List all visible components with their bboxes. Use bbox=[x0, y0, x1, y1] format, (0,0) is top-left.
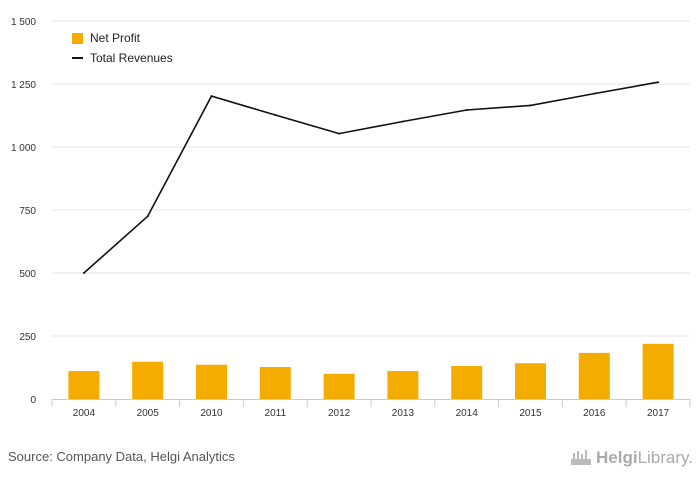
net-profit-bar[interactable] bbox=[132, 361, 164, 399]
total-revenues-point[interactable] bbox=[401, 120, 404, 123]
y-axis-tick-labels: 0 250 500 750 1 000 1 250 1 500 bbox=[11, 17, 36, 406]
x-axis: 2004 2005 2010 2011 2012 2013 2014 2015 2016 2017 bbox=[51, 399, 691, 419]
x-tick-label: 2012 bbox=[328, 408, 351, 419]
total-revenues-line-group bbox=[82, 81, 660, 274]
y-tick-label: 1 250 bbox=[11, 80, 36, 91]
legend-swatch-total-revenues bbox=[72, 57, 83, 59]
net-profit-bar[interactable] bbox=[642, 343, 674, 399]
total-revenues-line[interactable] bbox=[83, 81, 659, 274]
x-tick-label: 2011 bbox=[265, 408, 287, 419]
x-tick-label: 2015 bbox=[519, 408, 542, 419]
net-profit-bar[interactable] bbox=[259, 366, 291, 399]
source-note: Source: Company Data, Helgi Analytics bbox=[8, 449, 235, 464]
legend: Net Profit Total Revenues bbox=[72, 28, 173, 68]
total-revenues-point[interactable] bbox=[146, 215, 149, 218]
x-tick-label: 2004 bbox=[73, 408, 96, 419]
brand-logo[interactable]: HelgiLibrary. bbox=[570, 448, 693, 468]
net-profit-bar[interactable] bbox=[323, 373, 355, 399]
x-tick-label: 2013 bbox=[392, 408, 415, 419]
library-icon bbox=[571, 450, 591, 465]
grid-lines bbox=[52, 20, 690, 337]
total-revenues-point[interactable] bbox=[82, 272, 85, 274]
legend-item-total-revenues[interactable]: Total Revenues bbox=[72, 48, 173, 68]
x-tick-label: 2010 bbox=[200, 408, 223, 419]
x-tick-label: 2017 bbox=[647, 408, 670, 419]
y-tick-label: 0 bbox=[30, 395, 36, 406]
net-profit-bar[interactable] bbox=[451, 365, 483, 399]
legend-swatch-net-profit bbox=[72, 32, 83, 44]
y-tick-label: 500 bbox=[19, 269, 36, 280]
legend-item-net-profit[interactable]: Net Profit bbox=[72, 28, 173, 48]
y-tick-label: 1 000 bbox=[11, 143, 36, 154]
total-revenues-point[interactable] bbox=[529, 104, 532, 107]
total-revenues-point[interactable] bbox=[593, 92, 596, 95]
total-revenues-point[interactable] bbox=[210, 95, 213, 98]
x-tick-label: 2014 bbox=[456, 408, 479, 419]
net-profit-bar[interactable] bbox=[387, 371, 419, 399]
x-tick-label: 2005 bbox=[137, 408, 160, 419]
net-profit-bar[interactable] bbox=[68, 371, 100, 399]
legend-label-total-revenues: Total Revenues bbox=[90, 51, 173, 65]
x-tick-label: 2016 bbox=[583, 408, 606, 419]
total-revenues-point[interactable] bbox=[465, 108, 468, 111]
brand-suffix: Library. bbox=[637, 448, 693, 467]
total-revenues-point[interactable] bbox=[657, 81, 660, 84]
y-tick-label: 750 bbox=[19, 206, 36, 217]
total-revenues-point[interactable] bbox=[274, 113, 277, 116]
brand-prefix: Helgi bbox=[596, 448, 638, 467]
legend-label-net-profit: Net Profit bbox=[90, 31, 141, 45]
net-profit-bars bbox=[68, 343, 674, 399]
net-profit-bar[interactable] bbox=[515, 363, 546, 399]
y-tick-label: 250 bbox=[19, 332, 36, 343]
net-profit-bar[interactable] bbox=[578, 352, 610, 399]
net-profit-bar[interactable] bbox=[196, 364, 227, 399]
y-tick-label: 1 500 bbox=[11, 17, 36, 28]
total-revenues-point[interactable] bbox=[338, 132, 341, 135]
